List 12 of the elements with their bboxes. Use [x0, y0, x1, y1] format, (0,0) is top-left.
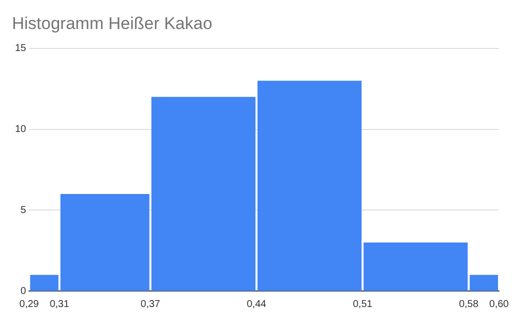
x-tick-label: 0,60: [489, 298, 510, 310]
x-tick-label: 0,58: [458, 298, 479, 310]
x-tick-label: 0,44: [246, 298, 267, 310]
x-tick-label: 0,51: [352, 298, 373, 310]
x-tick-label: 0,31: [50, 298, 70, 310]
x-tick-label: 0,29: [19, 298, 40, 310]
chart-title: Histogramm Heißer Kakao: [12, 14, 212, 33]
x-tick-label: 0,37: [140, 298, 161, 310]
y-tick-label: 10: [15, 124, 27, 136]
y-tick-label: 0: [20, 286, 27, 297]
y-tick-label: 15: [15, 43, 27, 54]
y-tick-label: 5: [20, 204, 27, 216]
